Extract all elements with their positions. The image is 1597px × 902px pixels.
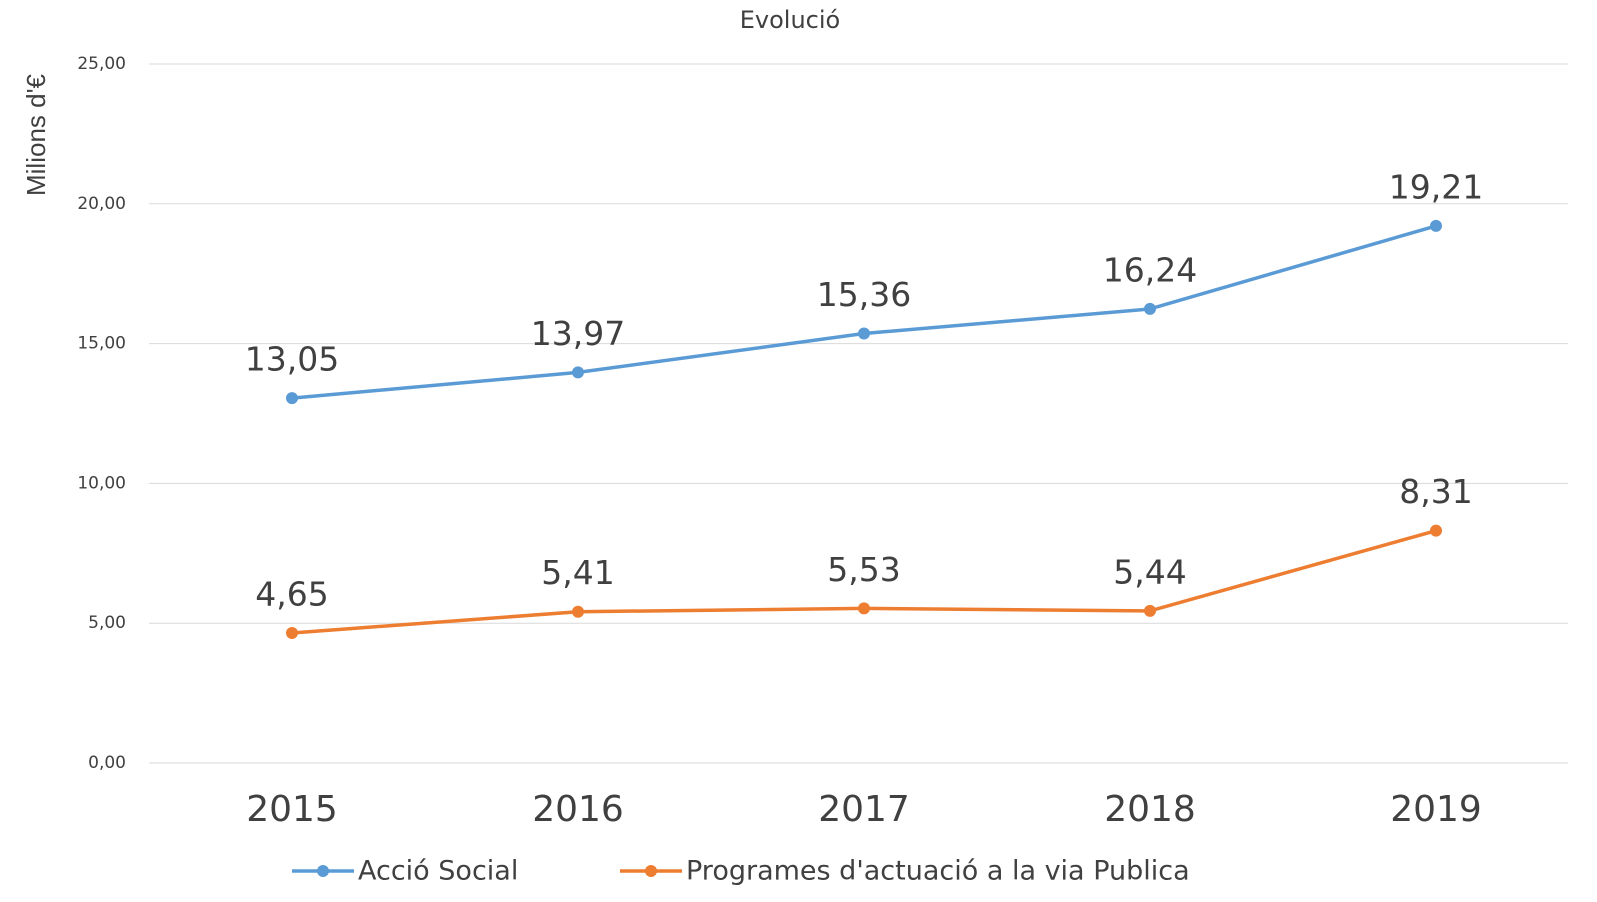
x-tick-label: 2016 bbox=[532, 789, 624, 830]
y-tick-label: 20,00 bbox=[77, 194, 126, 214]
data-point bbox=[286, 392, 298, 405]
legend-marker bbox=[317, 865, 329, 877]
legend-label: Programes d'actuació a la via Publica bbox=[686, 856, 1190, 887]
data-label: 15,36 bbox=[817, 275, 911, 314]
data-point bbox=[858, 602, 870, 615]
x-tick-label: 2015 bbox=[246, 789, 338, 830]
y-tick-label: 5,00 bbox=[88, 613, 126, 633]
data-point bbox=[1144, 604, 1156, 617]
data-label: 5,44 bbox=[1113, 552, 1186, 591]
data-point bbox=[1144, 302, 1156, 315]
legend-marker bbox=[645, 865, 657, 877]
data-point bbox=[1430, 219, 1442, 232]
x-tick-label: 2018 bbox=[1104, 789, 1196, 830]
data-point bbox=[286, 626, 298, 639]
y-axis-label: Milions d'€ bbox=[21, 73, 51, 196]
data-label: 5,53 bbox=[827, 550, 900, 589]
data-label: 13,97 bbox=[531, 314, 625, 353]
data-label: 5,41 bbox=[541, 553, 614, 592]
data-point bbox=[1430, 524, 1442, 537]
data-point bbox=[572, 605, 584, 618]
x-tick-label: 2019 bbox=[1390, 789, 1482, 830]
data-label: 13,05 bbox=[245, 340, 339, 379]
legend-label: Acció Social bbox=[358, 856, 518, 887]
y-tick-label: 15,00 bbox=[77, 334, 126, 354]
x-tick-label: 2017 bbox=[818, 789, 910, 830]
data-point bbox=[858, 327, 870, 340]
data-point bbox=[572, 366, 584, 379]
y-tick-label: 10,00 bbox=[77, 473, 126, 493]
data-label: 8,31 bbox=[1399, 472, 1472, 511]
data-label: 19,21 bbox=[1389, 167, 1483, 206]
y-tick-label: 0,00 bbox=[88, 753, 126, 773]
data-label: 4,65 bbox=[255, 574, 328, 613]
y-tick-label: 25,00 bbox=[77, 54, 126, 74]
data-label: 16,24 bbox=[1103, 250, 1197, 289]
chart-title: Evolució bbox=[740, 6, 840, 34]
